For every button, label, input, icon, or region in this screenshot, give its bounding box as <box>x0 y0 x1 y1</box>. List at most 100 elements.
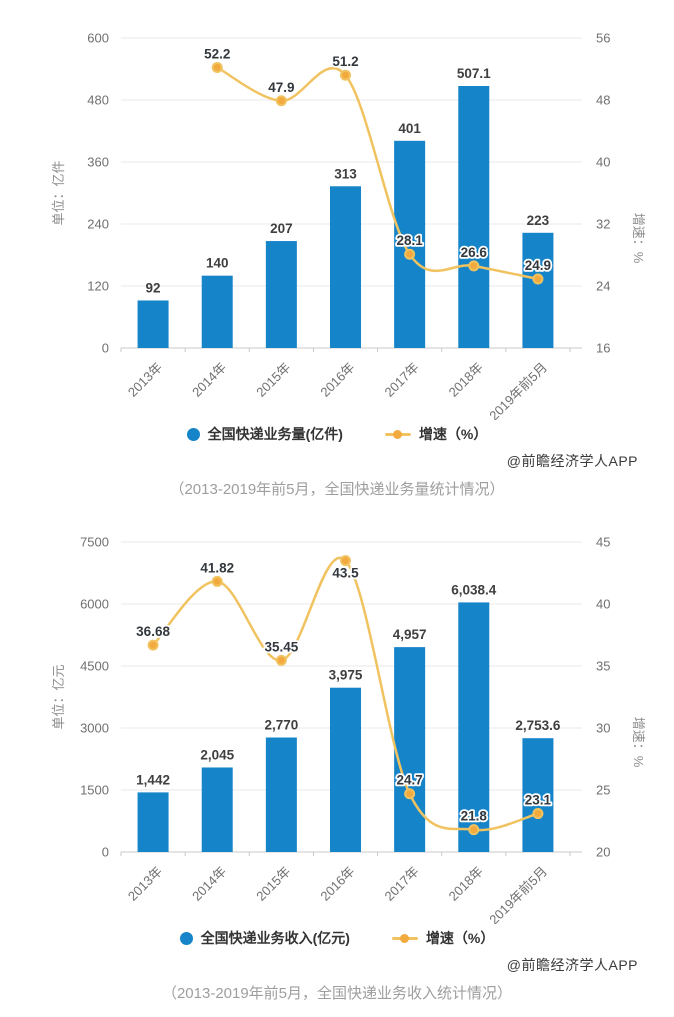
left-axis-tick-label: 7500 <box>80 535 109 550</box>
growth-point <box>468 260 480 272</box>
x-axis-category-label: 2018年 <box>446 360 486 400</box>
bar <box>522 232 554 348</box>
right-axis-tick-label: 24 <box>596 279 610 294</box>
x-axis-category-label: 2014年 <box>189 360 229 400</box>
line-series-swatch-icon <box>391 932 418 945</box>
right-axis-tick-label: 30 <box>596 721 610 736</box>
left-axis-name: 单位：亿元 <box>51 664 66 729</box>
x-axis-category-label: 2016年 <box>317 360 357 400</box>
right-axis-tick-label: 45 <box>596 535 610 550</box>
growth-point <box>275 654 287 666</box>
growth-line <box>216 66 539 281</box>
growth-value-label: 36.68 <box>136 624 170 639</box>
left-axis-tick-label: 0 <box>102 341 109 356</box>
x-axis-category-label: 2019年前5月 <box>486 360 550 420</box>
source-watermark: @前瞻经济学人APP <box>506 957 638 973</box>
bar <box>265 241 297 348</box>
left-axis-tick-label: 480 <box>87 93 109 108</box>
bar-series-swatch-icon <box>179 931 193 945</box>
right-axis-tick-label: 25 <box>596 783 610 798</box>
growth-point <box>275 95 287 107</box>
growth-value-label: 24.7 <box>397 773 423 788</box>
bar-value-label: 207 <box>270 221 293 236</box>
growth-value-label: 21.8 <box>461 809 488 824</box>
bar <box>330 687 361 852</box>
left-axis-tick-label: 0 <box>102 845 109 860</box>
x-axis-category-label: 2018年 <box>446 864 486 904</box>
volume-chart-legend: 全国快递业务量(亿件) 增速（%） <box>0 424 674 444</box>
right-axis-tick-label: 48 <box>596 93 610 108</box>
x-axis-category-label: 2015年 <box>253 864 293 904</box>
bar-value-label: 6,038.4 <box>451 582 497 597</box>
left-axis-tick-label: 4500 <box>80 659 109 674</box>
legend-item-bar-series[interactable]: 全国快递业务收入(亿元) <box>179 928 350 948</box>
left-axis-tick-label: 3000 <box>80 721 109 736</box>
left-axis-tick-label: 6000 <box>80 597 109 612</box>
right-axis-tick-label: 56 <box>596 31 610 46</box>
bar-value-label: 2,770 <box>264 718 298 733</box>
revenue-chart-legend: 全国快递业务收入(亿元) 增速（%） <box>0 928 674 948</box>
growth-value-label: 24.9 <box>525 258 551 273</box>
right-axis-tick-label: 16 <box>596 341 610 356</box>
right-axis-tick-label: 20 <box>596 845 610 860</box>
left-axis-tick-label: 120 <box>87 279 109 294</box>
growth-value-label: 43.5 <box>332 566 359 581</box>
bar-series-label: 全国快递业务收入(亿元) <box>200 930 350 946</box>
growth-point <box>404 248 416 260</box>
source-watermark: @前瞻经济学人APP <box>506 453 638 469</box>
bar <box>522 738 554 852</box>
right-axis-tick-label: 35 <box>596 659 610 674</box>
growth-value-label: 51.2 <box>332 54 358 69</box>
left-axis-tick-label: 360 <box>87 155 109 170</box>
growth-value-label: 47.9 <box>268 80 294 95</box>
right-axis-name: 增速：% <box>631 717 646 768</box>
right-axis-tick-label: 40 <box>596 597 610 612</box>
chart-caption: （2013-2019年前5月，全国快递业务收入统计情况） <box>161 985 513 1002</box>
legend-item-line-series[interactable]: 增速（%） <box>384 424 487 444</box>
line-series-label: 增速（%） <box>425 930 495 946</box>
bar <box>394 647 426 852</box>
x-axis-category-label: 2014年 <box>189 864 229 904</box>
bar-value-label: 313 <box>334 166 357 181</box>
growth-value-label: 35.45 <box>264 639 298 654</box>
bar-value-label: 4,957 <box>393 627 427 642</box>
growth-point <box>532 273 544 285</box>
growth-point <box>340 555 351 567</box>
bar <box>458 602 490 852</box>
bar-value-label: 507.1 <box>457 66 491 81</box>
bar <box>394 140 426 348</box>
legend-item-line-series[interactable]: 增速（%） <box>391 928 495 948</box>
growth-point <box>147 639 159 651</box>
bar-value-label: 401 <box>398 121 421 136</box>
revenue-chart-canvas: 0 20 1500 25 3000 30 4500 35 6000 40 7500 45 单位：亿元增速… <box>51 535 646 925</box>
chart-express-revenue: 0 20 1500 25 3000 30 4500 35 6000 40 7500 45 单位：亿元 增速… <box>0 508 674 1012</box>
growth-value-label: 28.1 <box>397 233 424 248</box>
bar <box>137 300 169 348</box>
legend-item-bar-series[interactable]: 全国快递业务量(亿件) <box>186 424 343 444</box>
growth-point <box>468 824 480 836</box>
bar-value-label: 140 <box>206 256 229 271</box>
growth-point <box>211 575 223 587</box>
x-axis-category-label: 2013年 <box>125 864 165 904</box>
bar <box>201 767 233 852</box>
bar-value-label: 2,045 <box>200 747 234 762</box>
left-axis-tick-label: 600 <box>87 31 109 46</box>
bar-series-swatch-icon <box>186 427 200 441</box>
bar-value-label: 1,442 <box>136 772 170 787</box>
growth-point <box>532 808 544 820</box>
growth-value-label: 52.2 <box>204 46 230 61</box>
bar <box>201 275 233 348</box>
bar <box>137 792 169 852</box>
right-axis-tick-label: 32 <box>596 217 610 232</box>
growth-point <box>340 69 351 81</box>
line-series-swatch-icon <box>384 428 411 441</box>
right-axis-name: 增速：% <box>631 213 646 264</box>
bar-value-label: 223 <box>527 213 550 228</box>
x-axis-category-label: 2016年 <box>317 864 357 904</box>
left-axis-name: 单位：亿件 <box>51 160 66 225</box>
growth-point <box>211 61 223 73</box>
growth-value-label: 41.82 <box>200 560 234 575</box>
bar <box>330 186 361 348</box>
